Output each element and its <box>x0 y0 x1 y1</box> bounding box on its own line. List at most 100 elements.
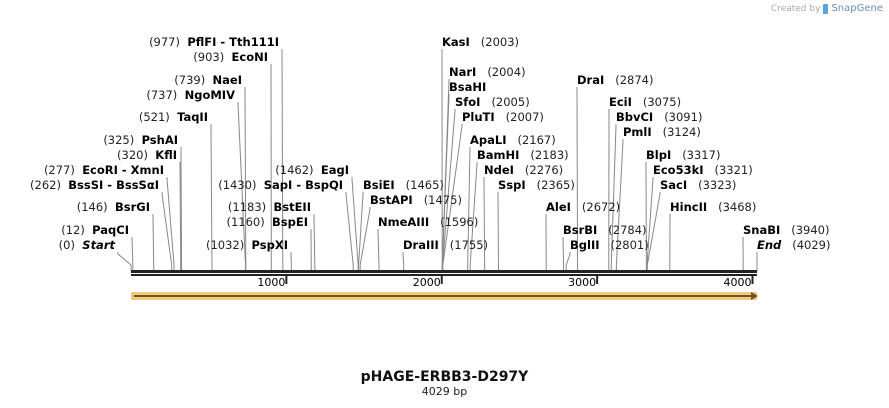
site-label: NarI (2004) <box>449 65 526 79</box>
plasmid-length: 4029 bp <box>421 385 468 398</box>
site-position: (1183) <box>227 200 267 214</box>
site-position: (739) <box>174 73 206 87</box>
site-position: (2276) <box>524 163 564 177</box>
enzyme-name: Eco53kI <box>653 163 704 177</box>
site-label: SacI (3323) <box>660 178 736 192</box>
site-position: (1755) <box>449 238 489 252</box>
site-connector <box>646 177 654 271</box>
site-position: (2007) <box>505 110 544 124</box>
site-position: (12) <box>61 223 85 237</box>
site-label: BsrBI (2784) <box>563 223 647 237</box>
site-position: (1475) <box>423 193 462 207</box>
site-position: (2005) <box>491 95 530 109</box>
site-connector <box>152 214 155 271</box>
site-label: (903) EcoNI <box>193 50 268 64</box>
site-label: BstAPI (1475) <box>370 193 462 207</box>
site-label: (1183) BstEII <box>228 200 311 214</box>
site-position: (1430) <box>218 178 257 192</box>
site-position: (977) <box>149 35 180 49</box>
enzyme-name: NaeI <box>212 73 242 87</box>
site-connector <box>351 177 359 271</box>
site-position: (325) <box>103 133 135 147</box>
site-label: BlpI (3317) <box>646 148 720 162</box>
tick-label: 4000 <box>723 276 752 289</box>
enzyme-name: DraIII <box>403 238 439 252</box>
enzyme-name: Start <box>82 238 115 252</box>
enzyme-name: BspEI <box>272 215 308 229</box>
site-label: (977) PflFI - Tth111I <box>149 35 279 49</box>
enzyme-name: SnaBI <box>743 223 781 237</box>
site-label: PmlI (3124) <box>623 125 701 139</box>
site-position: (3323) <box>698 178 737 192</box>
site-connector <box>483 177 486 271</box>
tick-label: 1000 <box>257 276 286 289</box>
site-position: (903) <box>193 50 225 64</box>
site-connector <box>166 177 175 271</box>
site-position: (521) <box>138 110 170 124</box>
site-label: (1462) EagI <box>275 163 349 177</box>
enzyme-name: TaqII <box>177 110 208 124</box>
feature-arrow-shaft <box>134 295 754 297</box>
enzyme-name: NdeI <box>484 163 514 177</box>
site-label: HincII (3468) <box>670 200 756 214</box>
site-position: (262) <box>30 178 61 192</box>
tick-mark <box>596 276 599 284</box>
enzyme-name: DraI <box>577 73 605 87</box>
enzyme-name: NgoMIV <box>184 88 235 102</box>
enzyme-name: End <box>757 238 782 252</box>
enzyme-name: PspXI <box>251 238 288 252</box>
site-connector <box>646 192 661 271</box>
enzyme-name: EciI <box>609 95 632 109</box>
tick-mark <box>285 276 288 284</box>
backbone-top <box>131 270 757 273</box>
enzyme-name: BssSI - BssSαI <box>68 178 159 192</box>
site-connector <box>313 214 316 271</box>
enzyme-name: BstAPI <box>370 193 413 207</box>
enzyme-name: PluTI <box>462 110 495 124</box>
site-label: (320) KflI <box>117 148 177 162</box>
site-label: ApaLI (2167) <box>470 133 556 147</box>
site-label: (0) Start <box>59 238 115 252</box>
site-connector <box>576 87 579 271</box>
site-label: AleI (2672) <box>546 200 620 214</box>
site-connector <box>117 252 132 271</box>
site-connector <box>345 192 354 271</box>
enzyme-name: EcoRI - XmnI <box>82 163 164 177</box>
site-label: NmeAIII (1596) <box>378 215 478 229</box>
site-connector <box>359 207 371 271</box>
site-label: PluTI (2007) <box>462 110 544 124</box>
site-label: KasI (2003) <box>442 35 519 49</box>
enzyme-name: BsrGI <box>115 200 150 214</box>
site-label: (12) PaqCI <box>61 223 129 237</box>
site-position: (1032) <box>205 238 245 252</box>
credit-brand: SnapGene <box>831 3 883 14</box>
site-position: (2801) <box>610 238 649 252</box>
site-label: EciI (3075) <box>609 95 681 109</box>
enzyme-name: BstEII <box>273 200 311 214</box>
site-label: BamHI (2183) <box>477 148 569 162</box>
site-position: (2003) <box>480 35 520 49</box>
site-label: NdeI (2276) <box>484 163 563 177</box>
enzyme-name: BglII <box>570 238 600 252</box>
enzyme-name: NmeAIII <box>378 215 430 229</box>
site-connector <box>442 124 463 271</box>
site-connector <box>377 229 380 271</box>
site-connector <box>358 192 364 271</box>
site-label: (1032) PspXI <box>206 238 288 252</box>
site-connector <box>565 252 571 271</box>
site-position: (2365) <box>536 178 575 192</box>
enzyme-name: PmlI <box>623 125 652 139</box>
site-label: (1160) BspEI <box>226 215 308 229</box>
site-position: (0) <box>58 238 75 252</box>
site-label: SfoI (2005) <box>455 95 530 109</box>
site-label: Eco53kI (3321) <box>653 163 753 177</box>
site-connector <box>179 162 182 271</box>
site-position: (2784) <box>608 223 647 237</box>
site-label: (1430) SapI - BspQI <box>218 178 343 192</box>
site-connector <box>281 49 284 271</box>
site-position: (2004) <box>487 65 526 79</box>
feature-arrow-head-icon <box>751 292 758 300</box>
site-position: (1462) <box>275 163 314 177</box>
site-position: (3468) <box>718 200 757 214</box>
